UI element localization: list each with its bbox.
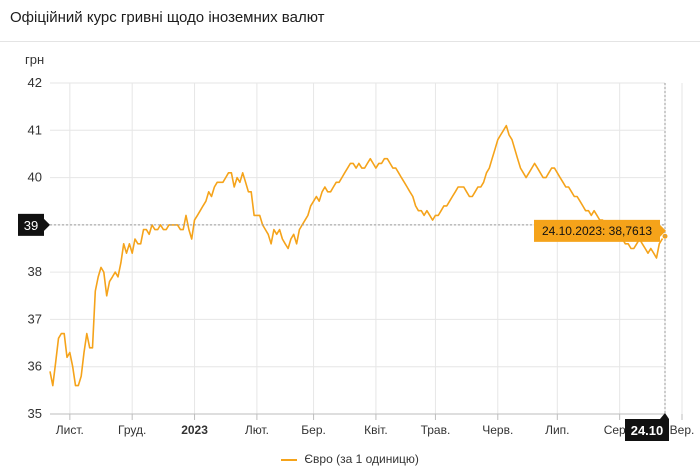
legend[interactable]: Євро (за 1 одиницю) xyxy=(0,452,700,466)
y-crosshair-badge-arrow xyxy=(44,218,50,231)
x-tick-label: Лист. xyxy=(56,423,84,437)
y-tick-label: 41 xyxy=(28,122,42,137)
x-tick-label: Трав. xyxy=(421,423,451,437)
y-tick-label: 42 xyxy=(28,75,42,90)
value-tooltip-arrow xyxy=(660,224,666,237)
legend-series-label: Євро (за 1 одиницю) xyxy=(304,452,419,466)
axis-layer: 3536373839404142Лист.Груд.2023Лют.Бер.Кв… xyxy=(28,75,695,437)
x-crosshair-badge-arrow xyxy=(660,413,669,419)
x-tick-label: Бер. xyxy=(301,423,326,437)
y-tick-label: 35 xyxy=(28,406,42,421)
y-crosshair-label: 39 xyxy=(24,218,38,233)
y-axis-unit-label: грн xyxy=(25,52,44,67)
x-crosshair-label: 24.10 xyxy=(631,423,664,438)
y-tick-label: 37 xyxy=(28,311,42,326)
x-tick-label: Груд. xyxy=(118,423,146,437)
x-tick-label: Вер. xyxy=(670,423,695,437)
x-tick-label: Черв. xyxy=(482,423,513,437)
chart-header: Офіційний курс гривні щодо іноземних вал… xyxy=(0,0,700,42)
grid-layer xyxy=(50,82,683,414)
crosshair-overlay: 39 24.10 24.10.2023: 38,7613 xyxy=(18,83,669,441)
x-tick-label: Лют. xyxy=(245,423,269,437)
line-chart[interactable]: грн 35 36 37 38 39 40 41 42 Лист. Груд. 2023 Лют. Бе… xyxy=(0,42,700,452)
x-tick-label: 2023 xyxy=(181,423,208,437)
value-tooltip xyxy=(534,219,660,242)
y-tick-label: 40 xyxy=(28,170,42,185)
x-tick-label: Лип. xyxy=(545,423,569,437)
euro-series-line[interactable] xyxy=(49,124,666,387)
x-tick-label: Квіт. xyxy=(364,423,388,437)
x-crosshair-badge xyxy=(625,419,669,441)
value-tooltip-label: 24.10.2023: 38,7613 xyxy=(542,224,652,238)
chart-title: Офіційний курс гривні щодо іноземних вал… xyxy=(10,9,325,26)
y-tick-label: 36 xyxy=(28,359,42,374)
y-tick-label: 38 xyxy=(28,264,42,279)
series-layer[interactable] xyxy=(49,124,669,387)
y-crosshair-badge xyxy=(18,213,44,236)
legend-swatch xyxy=(281,458,298,461)
